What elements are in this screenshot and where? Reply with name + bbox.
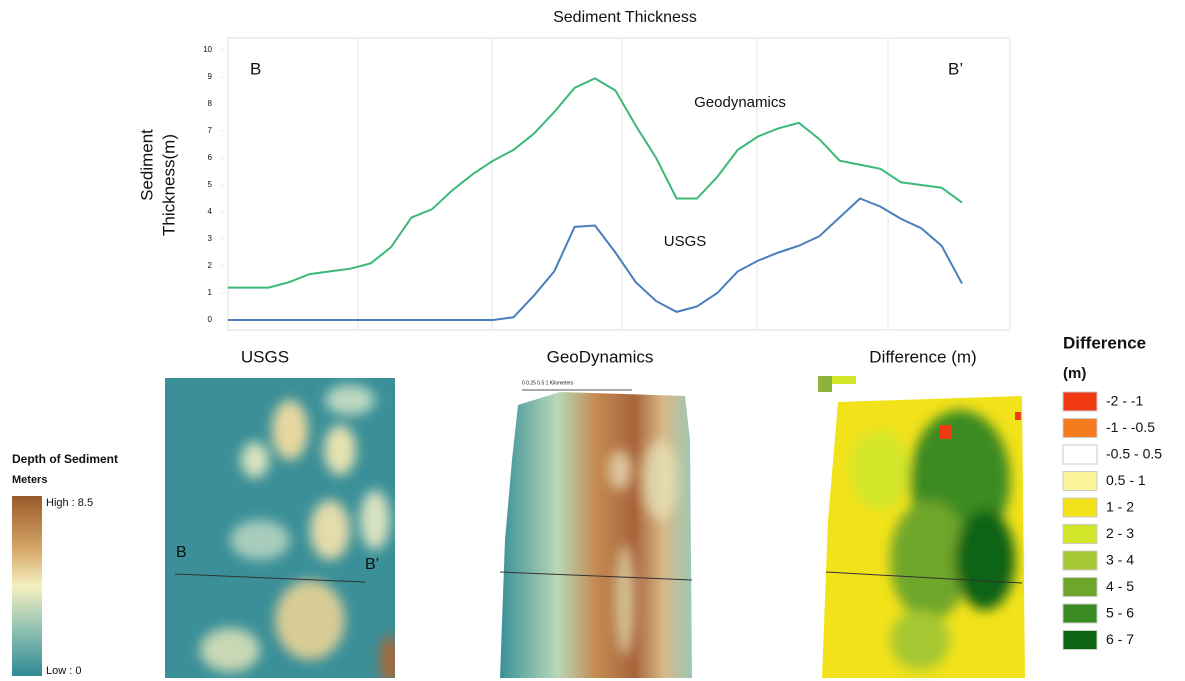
legend-unit: (m) (1063, 365, 1086, 382)
legend-title: Depth of Sediment (12, 452, 118, 466)
y-axis-label: Thickness(m) (159, 134, 178, 236)
legend-swatch (1062, 550, 1098, 571)
legend-label: -2 - -1 (1106, 393, 1144, 409)
y-tick-label: 4 (208, 207, 213, 216)
legend-swatch (1062, 603, 1098, 624)
vertical-gridlines (357, 38, 889, 330)
legend-swatch (1062, 418, 1098, 438)
legend-swatch (1062, 444, 1098, 465)
legend-unit: Meters (12, 474, 47, 486)
y-tick-label: 0 (208, 315, 213, 324)
depth-legend: Depth of Sediment Meters High : 8.5 Low … (12, 452, 118, 677)
annotation: B (250, 59, 261, 78)
legend-low: Low : 0 (46, 665, 81, 677)
legend-swatch (1062, 391, 1098, 412)
legend-high: High : 8.5 (46, 497, 93, 509)
y-tick-label: 3 (208, 234, 213, 243)
y-tick-label: 1 (208, 288, 213, 297)
map-title: GeoDynamics (547, 347, 654, 366)
y-tick-label: 5 (208, 180, 213, 189)
y-tick-label: 6 (208, 153, 213, 162)
series-label: USGS (664, 233, 707, 250)
series-line (228, 197, 963, 321)
chart-title: Sediment Thickness (553, 9, 697, 26)
legend-swatch (1062, 497, 1098, 518)
legend-label: 6 - 7 (1106, 631, 1134, 647)
y-tick-label: 7 (208, 126, 213, 135)
legend-swatch (1062, 471, 1098, 491)
section-label: B’ (365, 556, 379, 573)
legend-label: -0.5 - 0.5 (1106, 446, 1162, 462)
y-axis-label: Sediment (137, 129, 156, 201)
legend-label: 2 - 3 (1106, 525, 1134, 541)
legend-label: -1 - -0.5 (1106, 419, 1155, 435)
y-tick-label: 2 (208, 261, 213, 270)
y-tick-label: 8 (208, 99, 213, 108)
section-label: B (176, 544, 187, 561)
annotation: B’ (948, 59, 963, 78)
y-tick-label: 9 (208, 72, 213, 81)
map-title: USGS (241, 347, 289, 366)
legend-label: 5 - 6 (1106, 605, 1134, 621)
series-label: Geodynamics (694, 94, 786, 111)
map-title: Difference (m) (869, 347, 976, 366)
legend-label: 1 - 2 (1106, 499, 1134, 515)
legend-swatch (1062, 524, 1098, 544)
legend-label: 4 - 5 (1106, 578, 1134, 594)
plot-frame (227, 37, 1011, 331)
geodynamics-map: 0 0.25 0.5 1 Kilometers (499, 380, 693, 678)
legend-label: 3 - 4 (1106, 552, 1134, 568)
legend-title: Difference (1063, 333, 1146, 352)
legend-label: 0.5 - 1 (1106, 472, 1146, 488)
scale-bar-label: 0 0.25 0.5 1 Kilometers (522, 380, 574, 386)
legend-swatch (1062, 630, 1098, 650)
usgs-map: B B’ (165, 378, 395, 678)
y-tick-label: 10 (203, 45, 212, 54)
series-line (228, 77, 963, 289)
difference-map (818, 376, 1025, 678)
legend-swatch (1062, 577, 1098, 597)
